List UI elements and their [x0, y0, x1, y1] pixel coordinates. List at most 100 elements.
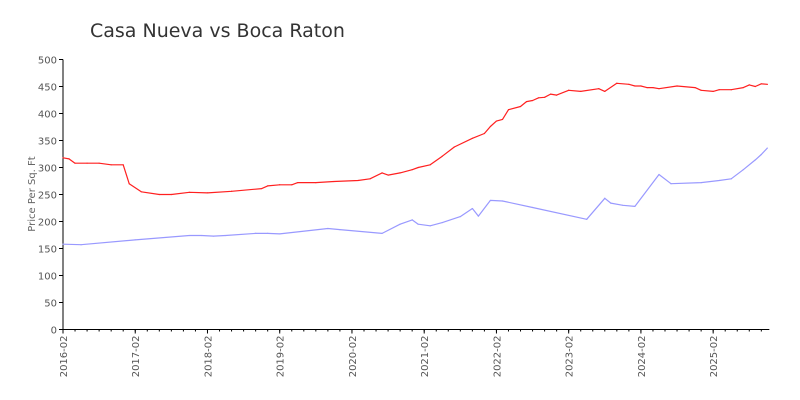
- data-point: [742, 86, 744, 89]
- data-point: [158, 193, 160, 196]
- series-line-0: [62, 82, 768, 196]
- y-axis-title: Price Per Sq. Ft: [27, 156, 38, 231]
- y-tick-label: 350: [38, 137, 57, 148]
- data-point: [399, 223, 401, 225]
- series-group: [62, 82, 768, 246]
- data-point: [580, 90, 582, 92]
- data-point: [441, 155, 443, 157]
- chart-title: Casa Nueva vs Boca Raton: [90, 20, 345, 42]
- data-point: [550, 93, 552, 95]
- data-point: [760, 153, 762, 156]
- x-tick-label: 2017-02: [131, 336, 142, 378]
- data-point: [766, 147, 768, 149]
- data-point: [568, 89, 570, 91]
- data-point: [279, 184, 281, 186]
- data-point: [200, 234, 203, 237]
- data-point: [537, 97, 540, 99]
- data-point: [188, 234, 191, 237]
- y-tick-label: 0: [51, 326, 57, 337]
- data-point: [411, 169, 413, 171]
- y-tick-label: 50: [44, 299, 57, 310]
- data-point: [730, 89, 732, 91]
- data-point: [333, 180, 335, 183]
- data-point: [206, 192, 209, 194]
- data-point: [604, 90, 606, 92]
- data-point: [586, 218, 588, 220]
- data-point: [134, 239, 136, 241]
- data-point: [646, 86, 648, 89]
- y-tick-label: 200: [38, 218, 57, 229]
- data-point: [700, 182, 702, 184]
- x-tick-label: 2020-02: [348, 336, 359, 378]
- data-point: [212, 235, 215, 237]
- data-point: [712, 90, 714, 92]
- y-tick-label: 500: [38, 56, 57, 67]
- data-point: [140, 191, 142, 193]
- data-point: [700, 89, 702, 91]
- data-point: [501, 118, 504, 121]
- data-point: [230, 190, 233, 192]
- data-point: [429, 164, 431, 166]
- x-tick-label: 2019-02: [276, 336, 287, 378]
- data-point: [495, 120, 498, 122]
- data-point: [652, 86, 654, 89]
- data-point: [754, 159, 756, 161]
- data-point: [170, 193, 172, 196]
- data-point: [628, 83, 630, 85]
- data-point: [453, 146, 455, 148]
- data-point: [62, 243, 64, 245]
- data-point: [369, 178, 371, 180]
- data-point: [616, 82, 618, 84]
- data-point: [634, 85, 636, 87]
- data-point: [339, 229, 341, 231]
- data-point: [471, 137, 473, 139]
- data-point: [411, 219, 413, 221]
- data-point: [531, 99, 534, 102]
- data-point: [459, 216, 461, 218]
- axes: 0 50 100 150 200 250 300 350 400 450 500 2016-02 201…: [38, 56, 770, 378]
- data-point: [399, 172, 401, 174]
- data-point: [531, 206, 534, 209]
- data-point: [507, 109, 510, 111]
- data-point: [676, 85, 678, 87]
- data-point: [556, 94, 558, 96]
- x-tick-label: 2016-02: [59, 336, 70, 378]
- data-point: [327, 227, 329, 230]
- data-point: [525, 101, 528, 103]
- data-point: [279, 233, 281, 235]
- data-point: [261, 187, 263, 190]
- data-point: [297, 182, 299, 184]
- x-tick-label: 2025-02: [709, 336, 720, 378]
- data-point: [489, 125, 492, 128]
- x-tick-label: 2022-02: [492, 336, 503, 378]
- data-point: [519, 105, 522, 108]
- data-point: [760, 83, 762, 85]
- x-tick-label: 2024-02: [637, 336, 648, 378]
- data-point: [110, 164, 112, 166]
- data-point: [483, 132, 485, 135]
- y-tick-label: 150: [38, 245, 57, 256]
- data-point: [718, 179, 720, 182]
- data-point: [489, 199, 492, 202]
- data-point: [387, 174, 389, 176]
- data-point: [291, 184, 293, 186]
- data-point: [610, 202, 612, 204]
- data-point: [417, 166, 419, 169]
- data-point: [255, 232, 257, 234]
- data-point: [766, 83, 768, 85]
- data-point: [742, 169, 744, 171]
- y-tick-label: 400: [38, 110, 57, 121]
- data-point: [86, 162, 88, 164]
- data-point: [477, 215, 479, 217]
- data-point: [98, 162, 100, 164]
- data-point: [501, 200, 504, 202]
- data-point: [754, 85, 756, 88]
- data-point: [417, 223, 419, 225]
- data-point: [604, 197, 606, 199]
- data-point: [598, 88, 600, 90]
- y-tick-label: 450: [38, 83, 57, 94]
- data-point: [267, 185, 269, 187]
- data-point: [622, 204, 624, 206]
- data-point: [267, 232, 269, 234]
